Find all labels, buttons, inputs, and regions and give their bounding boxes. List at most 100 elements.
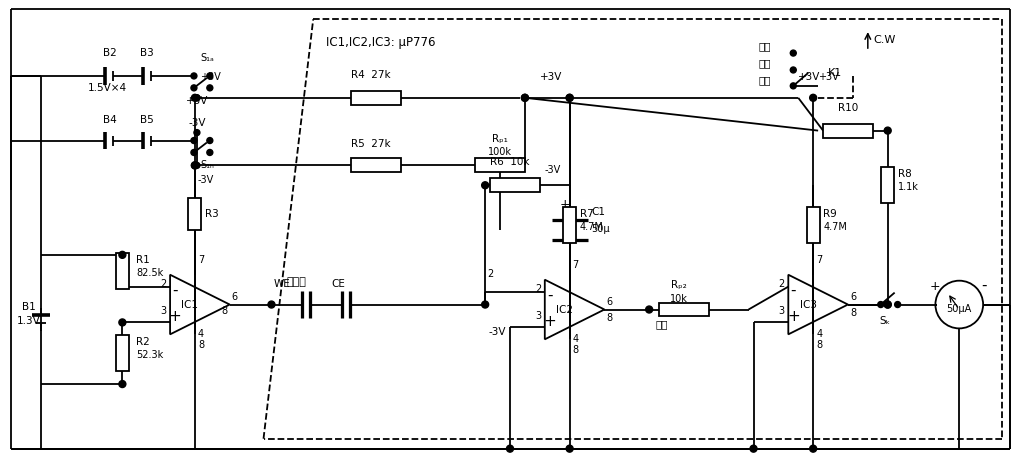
Circle shape <box>118 381 126 387</box>
Text: 50μ: 50μ <box>591 224 611 234</box>
Circle shape <box>191 73 197 79</box>
Bar <box>823 124 873 137</box>
Text: 8: 8 <box>606 313 613 323</box>
Text: Sₖ: Sₖ <box>879 316 890 327</box>
Circle shape <box>191 85 197 91</box>
Text: WE: WE <box>274 278 290 289</box>
Text: R10: R10 <box>838 103 858 113</box>
Text: 4: 4 <box>816 329 822 339</box>
Text: 4: 4 <box>573 334 579 344</box>
Bar <box>564 207 576 243</box>
Text: +3V: +3V <box>200 72 221 82</box>
Bar <box>116 253 129 289</box>
Text: 8: 8 <box>198 340 204 350</box>
Circle shape <box>884 301 891 308</box>
Text: Rₚ₂: Rₚ₂ <box>671 280 687 289</box>
Circle shape <box>194 95 200 101</box>
Text: 1.5V×4: 1.5V×4 <box>88 83 127 93</box>
Text: +3V: +3V <box>540 72 563 82</box>
Text: +: + <box>543 314 556 329</box>
Text: R6  10k: R6 10k <box>490 158 530 167</box>
Text: R9: R9 <box>823 209 837 219</box>
Text: +3V: +3V <box>798 72 821 82</box>
Text: 6: 6 <box>606 296 613 306</box>
Circle shape <box>207 149 212 155</box>
Text: +: + <box>168 309 182 324</box>
Text: 7: 7 <box>198 255 204 265</box>
Circle shape <box>522 94 529 101</box>
Text: IC2: IC2 <box>556 305 573 315</box>
Text: +: + <box>929 280 940 293</box>
Circle shape <box>567 445 573 452</box>
Text: K1: K1 <box>828 68 842 78</box>
Text: 82.5k: 82.5k <box>136 268 163 278</box>
Bar <box>475 158 525 172</box>
Circle shape <box>894 301 901 307</box>
Circle shape <box>207 85 212 91</box>
Text: 4: 4 <box>198 329 204 339</box>
Text: 8: 8 <box>816 340 822 350</box>
Circle shape <box>482 182 489 189</box>
Circle shape <box>207 137 212 143</box>
Text: 7: 7 <box>816 255 822 265</box>
Text: 4.7M: 4.7M <box>823 222 847 232</box>
Circle shape <box>645 306 652 313</box>
Text: 7: 7 <box>573 260 579 270</box>
Text: C1: C1 <box>591 207 605 217</box>
Text: C.W: C.W <box>874 35 896 45</box>
Circle shape <box>192 162 198 169</box>
Circle shape <box>810 445 817 452</box>
Text: -3V: -3V <box>198 175 214 185</box>
Text: -3V: -3V <box>545 165 562 175</box>
Circle shape <box>750 445 757 452</box>
Bar <box>807 207 820 243</box>
Circle shape <box>207 73 212 79</box>
Text: 2: 2 <box>160 278 166 289</box>
Circle shape <box>790 83 796 89</box>
Text: IC1: IC1 <box>182 300 198 310</box>
Text: 传感器: 传感器 <box>286 277 306 287</box>
Text: +: + <box>560 198 571 211</box>
Circle shape <box>506 445 514 452</box>
Text: 100k: 100k <box>488 147 513 158</box>
Bar <box>351 91 400 105</box>
Text: R2: R2 <box>136 337 150 347</box>
Text: B5: B5 <box>140 114 154 125</box>
Circle shape <box>194 95 200 101</box>
Circle shape <box>884 127 891 134</box>
Text: IC1,IC2,IC3: μP776: IC1,IC2,IC3: μP776 <box>326 36 436 49</box>
Text: +3V: +3V <box>186 96 208 106</box>
Text: -: - <box>981 278 986 293</box>
Bar <box>660 303 709 316</box>
Text: -3V: -3V <box>188 118 205 128</box>
Text: -: - <box>547 288 552 303</box>
Text: -: - <box>790 283 796 298</box>
Circle shape <box>192 162 198 169</box>
Circle shape <box>191 137 197 143</box>
Text: 10k: 10k <box>670 294 688 304</box>
Bar <box>351 158 400 172</box>
Text: 2: 2 <box>778 278 784 289</box>
Circle shape <box>192 94 198 101</box>
Circle shape <box>482 301 489 308</box>
Text: -: - <box>173 283 178 298</box>
Circle shape <box>884 301 891 308</box>
Text: B1: B1 <box>22 301 36 311</box>
Text: 3: 3 <box>535 311 541 322</box>
Circle shape <box>878 301 884 307</box>
Text: R1: R1 <box>136 255 150 265</box>
Text: +: + <box>787 309 799 324</box>
Text: IC3: IC3 <box>799 300 817 310</box>
Text: Rₚ₁: Rₚ₁ <box>492 134 508 143</box>
Text: 电池: 电池 <box>759 58 771 68</box>
Circle shape <box>191 149 197 155</box>
Text: 8: 8 <box>849 309 856 318</box>
Text: 满値: 满値 <box>655 319 668 329</box>
Text: 2: 2 <box>487 269 493 279</box>
Bar <box>490 178 540 192</box>
Circle shape <box>522 94 529 101</box>
Text: 3: 3 <box>778 306 784 316</box>
Text: 6: 6 <box>849 292 856 301</box>
Text: R5  27k: R5 27k <box>351 140 391 149</box>
Text: 断开: 断开 <box>759 75 771 85</box>
